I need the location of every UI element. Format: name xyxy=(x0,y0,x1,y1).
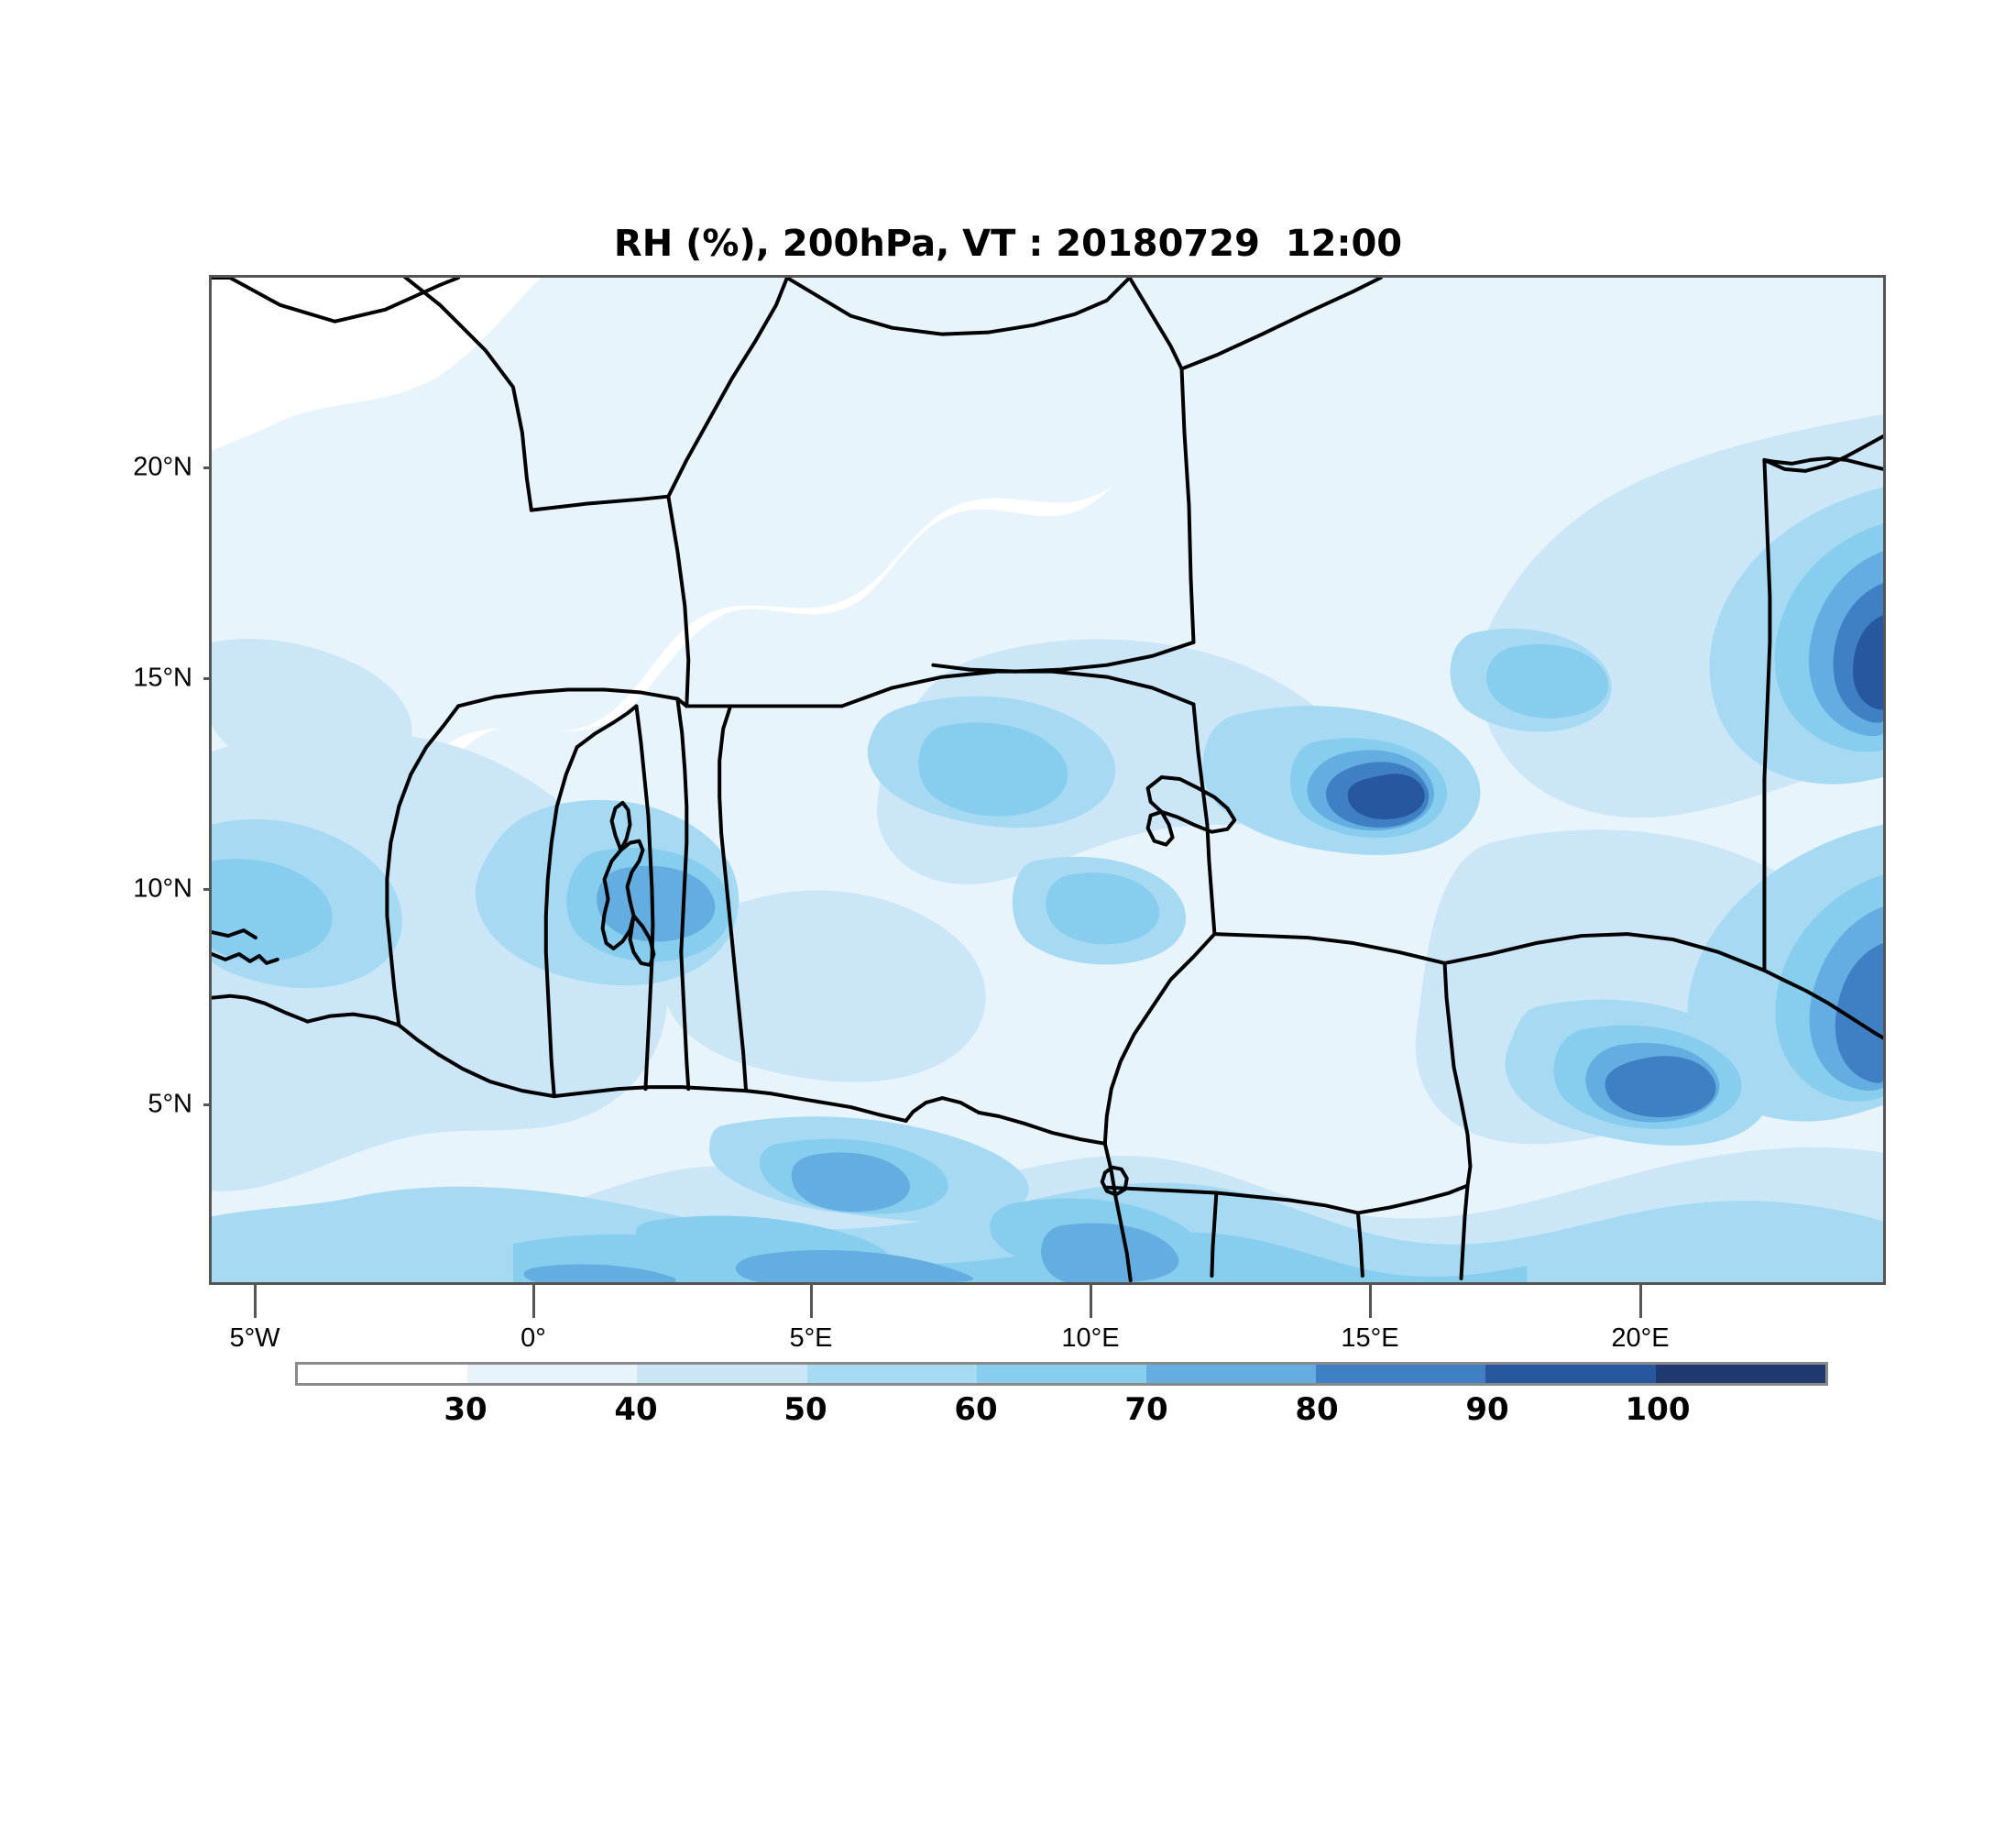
xtick-label-20E: 20°E xyxy=(1611,1323,1670,1353)
xtick-line-15E xyxy=(1369,1285,1372,1318)
colorbar-tick-30: 30 xyxy=(444,1391,488,1428)
rh-contour-fill xyxy=(212,278,1883,1282)
colorbar-tick-90: 90 xyxy=(1465,1391,1509,1428)
map-plot-area[interactable] xyxy=(209,275,1886,1285)
xtick-line-20E xyxy=(1639,1285,1642,1318)
colorbar-segment xyxy=(976,1365,1147,1383)
ytick-label-10N: 10°N xyxy=(133,873,192,904)
colorbar-tick-50: 50 xyxy=(783,1391,827,1428)
colorbar-segment xyxy=(298,1365,468,1383)
xtick-label-5E: 5°E xyxy=(789,1323,833,1353)
colorbar-tick-70: 70 xyxy=(1124,1391,1168,1428)
colorbar-segment xyxy=(1485,1365,1656,1383)
colorbar-tick-100: 100 xyxy=(1625,1391,1691,1428)
xtick-line-10E xyxy=(1090,1285,1092,1318)
page-title: RH (%), 200hPa, VT : 20180729 12:00 xyxy=(613,223,1403,265)
xtick-label-5W: 5°W xyxy=(229,1323,280,1353)
colorbar-tick-40: 40 xyxy=(614,1391,658,1428)
ytick-label-5N: 5°N xyxy=(148,1089,192,1119)
colorbar-segment xyxy=(467,1365,638,1383)
ytick-label-20N: 20°N xyxy=(133,452,192,482)
xtick-line-0 xyxy=(532,1285,535,1318)
colorbar[interactable] xyxy=(295,1362,1828,1386)
xtick-label-10E: 10°E xyxy=(1061,1323,1120,1353)
xtick-label-15E: 15°E xyxy=(1341,1323,1399,1353)
colorbar-segment xyxy=(1655,1365,1825,1383)
xtick-line-5W xyxy=(254,1285,257,1318)
xtick-label-0: 0° xyxy=(520,1323,546,1353)
colorbar-segment xyxy=(1316,1365,1486,1383)
colorbar-tick-80: 80 xyxy=(1295,1391,1339,1428)
colorbar-tick-60: 60 xyxy=(954,1391,998,1428)
colorbar-segment xyxy=(637,1365,807,1383)
ytick-label-15N: 15°N xyxy=(133,663,192,693)
xtick-line-5E xyxy=(810,1285,813,1318)
colorbar-segment xyxy=(1146,1365,1317,1383)
colorbar-segment xyxy=(806,1365,977,1383)
